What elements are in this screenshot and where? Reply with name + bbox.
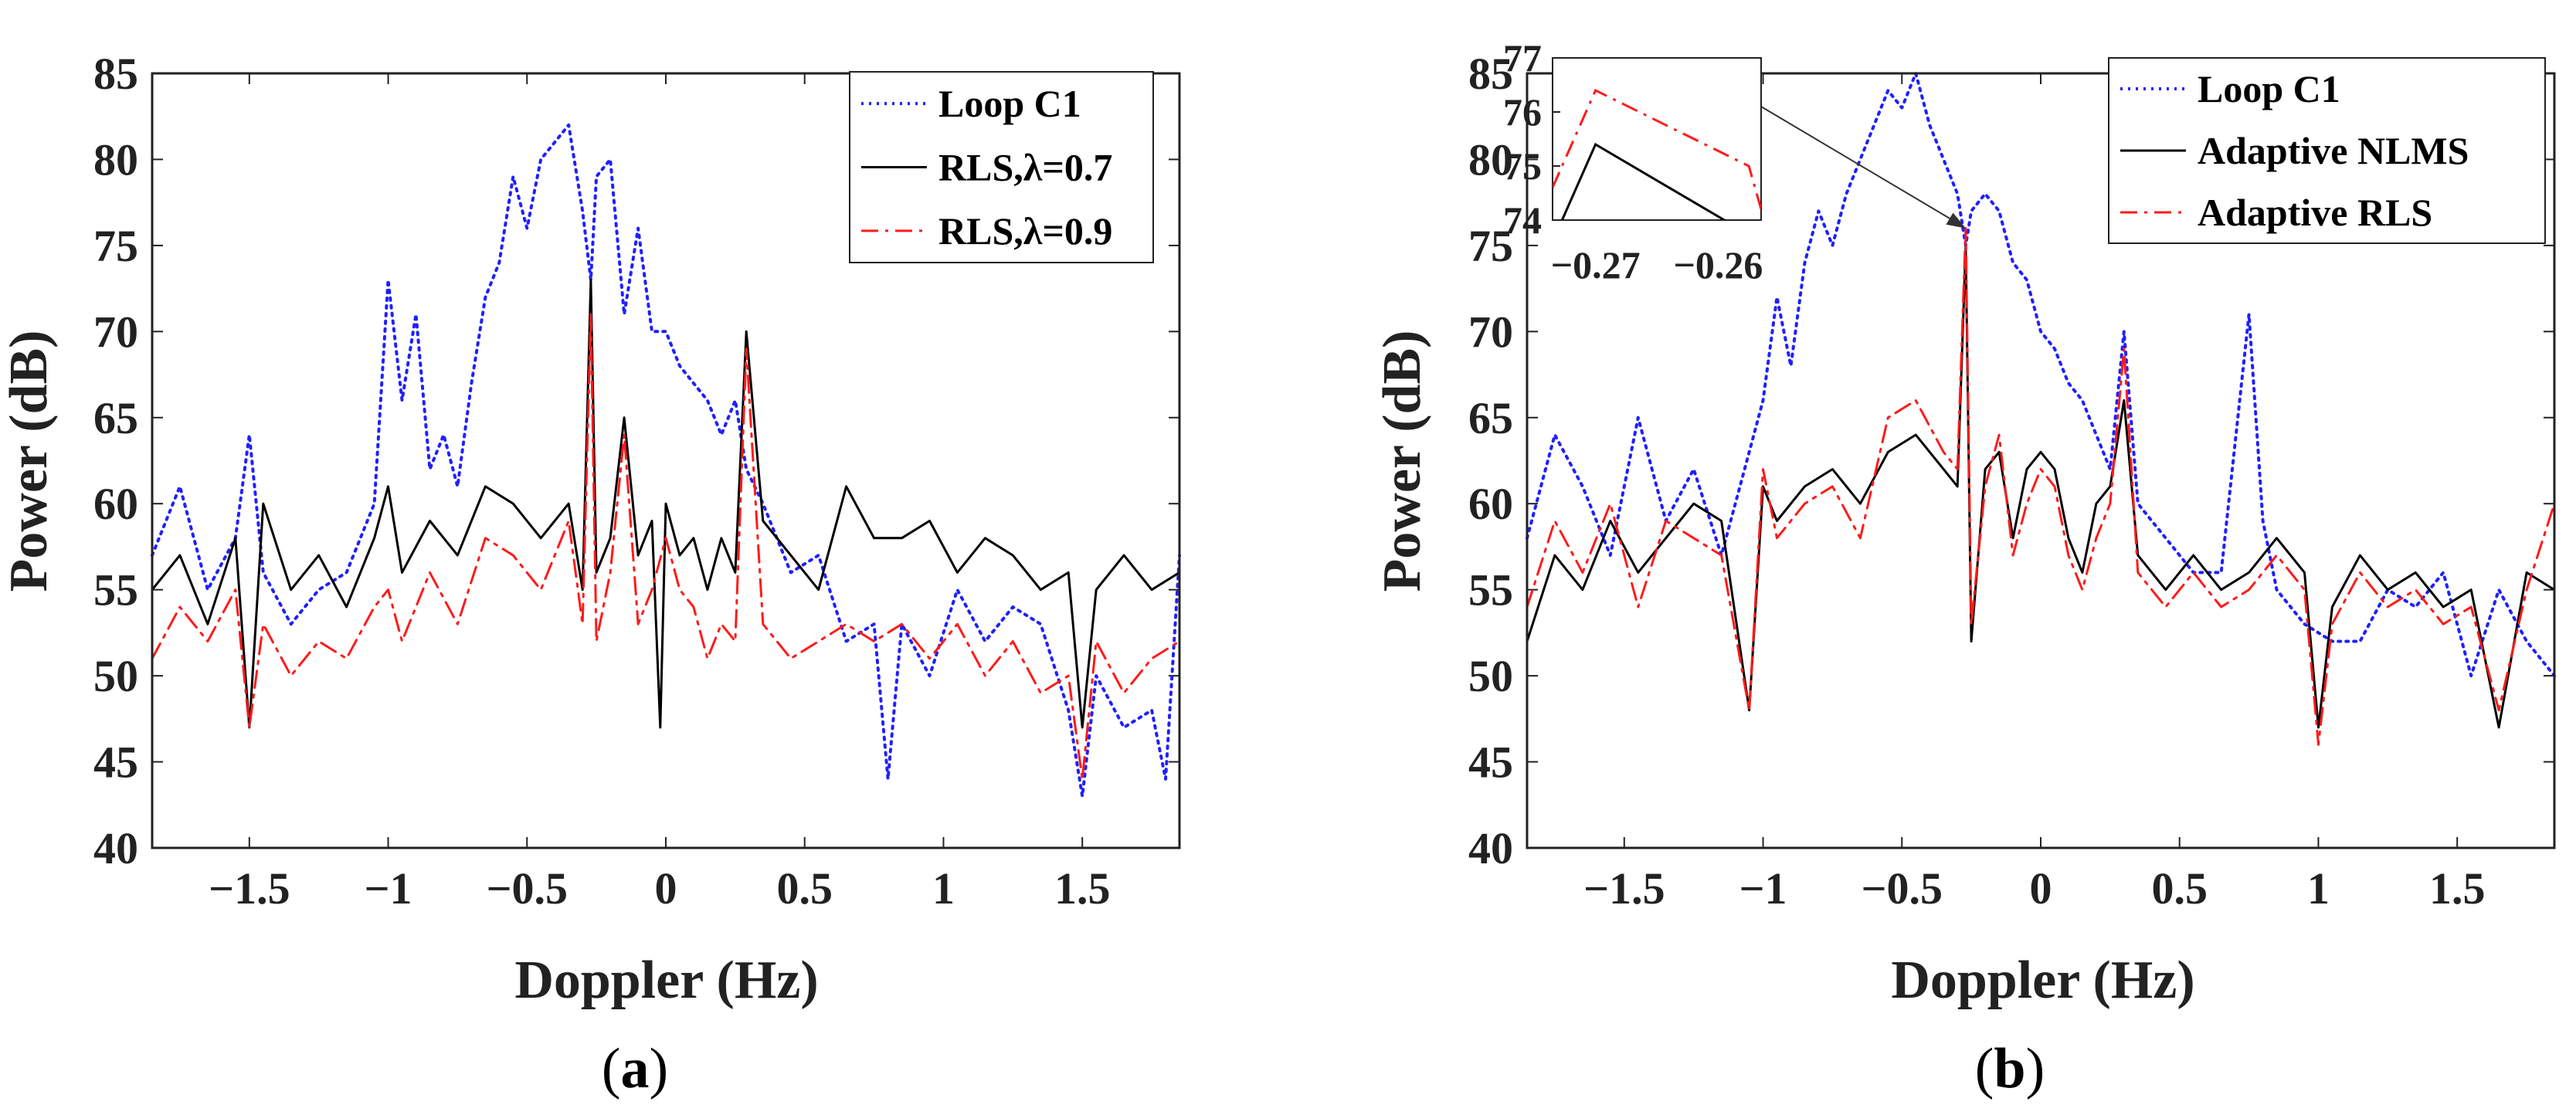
y-tick-label: 75 — [1468, 221, 1513, 271]
series-line-rls-0-9 — [151, 313, 1181, 781]
caption-a: (a) — [602, 1037, 668, 1100]
caption-b-letter: b — [1994, 1037, 2025, 1100]
inset-y-tick-label: 74 — [1503, 198, 1542, 242]
y-tick-label: 55 — [93, 565, 138, 615]
y-tick-label: 45 — [1468, 737, 1513, 788]
y-tick-label: 65 — [1468, 393, 1513, 443]
legend-label: Adaptive NLMS — [2198, 129, 2469, 172]
x-tick-label: 0.5 — [776, 863, 833, 914]
y-axis-label-a: Power (dB) — [0, 331, 59, 592]
y-tick-label: 55 — [1468, 565, 1513, 615]
inset-y-tick-label: 75 — [1503, 144, 1542, 188]
x-tick-label: −0.5 — [486, 863, 568, 914]
x-tick-label: −1.5 — [1583, 863, 1665, 914]
y-tick-label: 85 — [93, 49, 138, 99]
y-tick-labels-a: 40 45 50 55 60 65 70 75 80 85 — [93, 49, 138, 873]
legend-label: RLS,λ=0.9 — [938, 209, 1112, 253]
inset-x-tick-label: −0.26 — [1673, 243, 1763, 286]
inset-pointer-arrow — [1760, 106, 1962, 226]
legend-b: Loop C1 Adaptive NLMS Adaptive RLS — [2108, 57, 2546, 244]
x-tick-label: 0 — [655, 863, 677, 914]
x-tick-label: 1.5 — [1054, 863, 1111, 914]
y-tick-label: 45 — [93, 737, 138, 788]
x-axis-label-a: Doppler (Hz) — [514, 951, 818, 1010]
y-tick-label: 70 — [1468, 307, 1513, 357]
legend-label: Loop C1 — [2198, 67, 2340, 110]
legend-label: Loop C1 — [938, 82, 1081, 125]
x-tick-label: 1.5 — [2429, 863, 2486, 914]
x-tick-label: −1 — [365, 863, 412, 914]
axes-frame — [1526, 72, 2556, 849]
y-tick-label: 60 — [1468, 479, 1513, 529]
y-tick-label: 65 — [93, 393, 138, 443]
y-tick-label: 80 — [93, 134, 138, 185]
y-tick-label: 85 — [1468, 49, 1513, 99]
series-line-loop-c1 — [151, 123, 1181, 798]
caption-a-letter: a — [621, 1037, 650, 1100]
y-tick-label: 50 — [1468, 651, 1513, 701]
y-tick-label: 40 — [93, 823, 138, 873]
inset-y-tick-label: 76 — [1503, 90, 1542, 134]
x-tick-label: 1 — [2307, 863, 2330, 914]
x-tick-labels-a: −1.5 −1 −0.5 0 0.5 1 1.5 — [209, 863, 1110, 914]
x-tick-label: −1.5 — [209, 863, 290, 914]
y-tick-label: 75 — [93, 221, 138, 271]
inset-line-adaptive-nlms — [1560, 142, 1727, 220]
zoom-inset-b: 74 75 76 77 −0.27 −0.26 — [1503, 36, 1966, 286]
x-tick-label: −0.5 — [1861, 863, 1943, 914]
legend-a: Loop C1 RLS,λ=0.7 RLS,λ=0.9 — [849, 71, 1154, 263]
legend-label: Adaptive RLS — [2198, 191, 2432, 234]
legend-label: RLS,λ=0.7 — [938, 146, 1112, 189]
axes-frame — [151, 72, 1181, 849]
x-tick-label: 0 — [2030, 863, 2052, 914]
series-line-adaptive-rls — [1526, 227, 2556, 746]
y-axis-label-b: Power (dB) — [1373, 331, 1432, 592]
inset-frame — [1552, 57, 1762, 221]
inset-y-tick-label: 77 — [1503, 36, 1542, 80]
y-tick-label: 60 — [93, 479, 138, 529]
series-line-rls-0-7 — [151, 279, 1181, 729]
x-tick-labels-b: −1.5 −1 −0.5 0 0.5 1 1.5 — [1583, 863, 2485, 914]
inset-x-tick-label: −0.27 — [1551, 243, 1641, 286]
y-tick-label: 50 — [93, 651, 138, 701]
y-tick-labels-b: 40 45 50 55 60 65 70 75 80 85 — [1468, 49, 1513, 873]
y-tick-label: 70 — [93, 307, 138, 357]
caption-b: (b) — [1975, 1037, 2045, 1100]
x-tick-label: −1 — [1739, 863, 1787, 914]
series-line-loop-c1 — [1526, 72, 2556, 678]
inset-arrow-head — [1946, 212, 1966, 229]
x-axis-label-b: Doppler (Hz) — [1891, 951, 2194, 1010]
x-tick-label: 1 — [932, 863, 955, 914]
y-tick-label: 80 — [1468, 134, 1513, 185]
y-tick-label: 40 — [1468, 823, 1513, 873]
x-tick-label: 0.5 — [2151, 863, 2208, 914]
